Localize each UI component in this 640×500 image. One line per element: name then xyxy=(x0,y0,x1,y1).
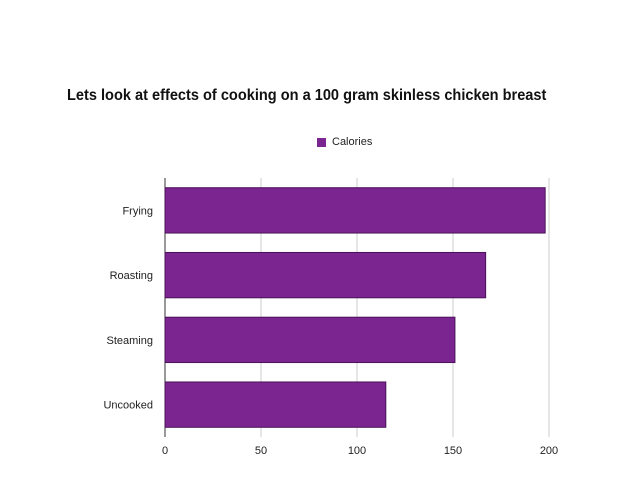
category-label-steaming: Steaming xyxy=(107,335,153,347)
tick-labels: 0 50 100 150 200 xyxy=(162,445,558,457)
legend: Calories xyxy=(317,136,372,148)
chart-title: Lets look at effects of cooking on a 100… xyxy=(67,87,547,104)
tick-label-50: 50 xyxy=(255,445,267,457)
category-label-uncooked: Uncooked xyxy=(103,400,153,412)
legend-label: Calories xyxy=(332,136,373,148)
tick-label-200: 200 xyxy=(540,445,558,457)
category-label-frying: Frying xyxy=(122,205,153,217)
legend-swatch xyxy=(317,137,326,147)
bar-roasting xyxy=(164,251,487,299)
category-label-roasting: Roasting xyxy=(110,270,153,282)
bar-uncooked xyxy=(164,381,387,428)
tick-label-150: 150 xyxy=(444,445,462,457)
bar-steaming xyxy=(164,316,456,364)
bars xyxy=(164,187,546,428)
tick-label-0: 0 xyxy=(162,445,168,457)
bar-frying xyxy=(164,187,546,234)
tick-label-100: 100 xyxy=(348,445,366,457)
category-labels: Frying Roasting Steaming Uncooked xyxy=(103,205,153,411)
